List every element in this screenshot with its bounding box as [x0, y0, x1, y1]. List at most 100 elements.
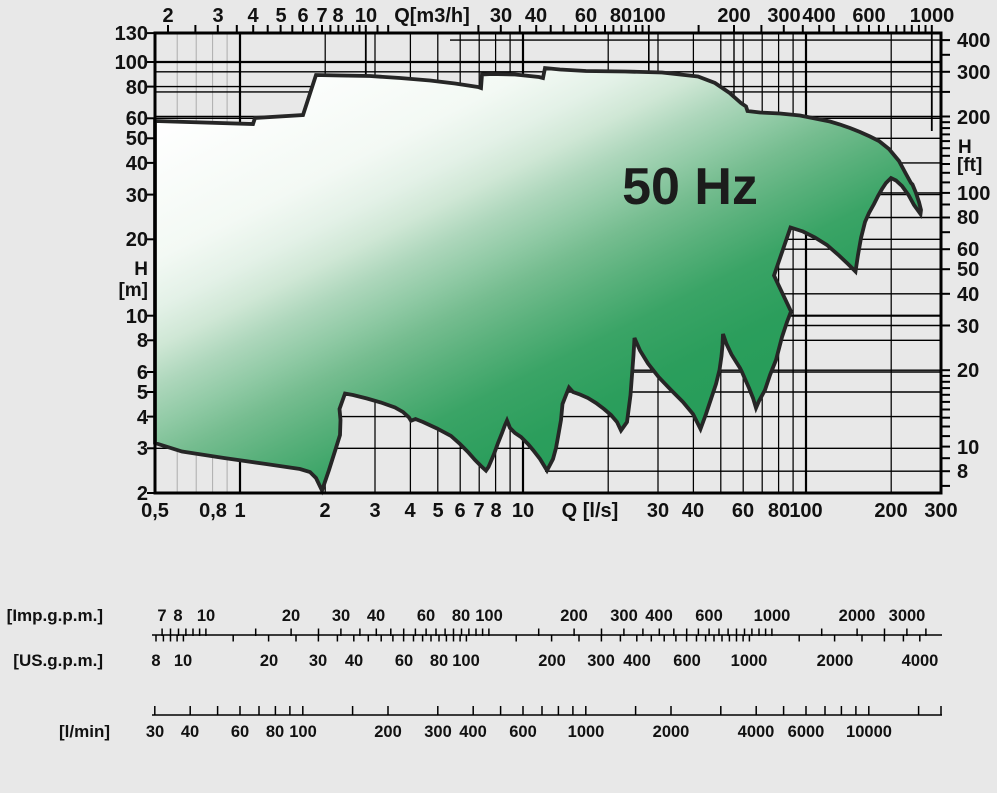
svg-text:20: 20	[957, 360, 979, 382]
svg-text:H: H	[134, 259, 148, 280]
svg-text:8: 8	[332, 5, 343, 27]
svg-text:300: 300	[587, 652, 615, 670]
svg-text:2000: 2000	[817, 652, 854, 670]
svg-text:8: 8	[137, 330, 148, 352]
svg-text:300: 300	[924, 500, 957, 522]
svg-text:5: 5	[137, 382, 148, 404]
svg-text:80: 80	[768, 500, 790, 522]
svg-text:7: 7	[157, 607, 166, 625]
svg-text:10: 10	[355, 5, 377, 27]
svg-text:0,8: 0,8	[199, 500, 227, 522]
svg-text:40: 40	[682, 500, 704, 522]
svg-text:10: 10	[512, 500, 534, 522]
svg-text:40: 40	[525, 5, 547, 27]
svg-text:80: 80	[610, 5, 632, 27]
svg-text:4: 4	[404, 500, 416, 522]
svg-text:600: 600	[852, 5, 885, 27]
svg-text:60: 60	[126, 108, 148, 130]
svg-text:40: 40	[181, 723, 199, 741]
svg-text:400: 400	[802, 5, 835, 27]
svg-text:50: 50	[126, 128, 148, 150]
svg-text:2: 2	[162, 5, 173, 27]
svg-text:4: 4	[247, 5, 259, 27]
svg-text:6: 6	[137, 362, 148, 384]
svg-text:200: 200	[717, 5, 750, 27]
svg-text:10: 10	[126, 306, 148, 328]
svg-text:300: 300	[424, 723, 452, 741]
svg-text:200: 200	[374, 723, 402, 741]
svg-text:[m]: [m]	[118, 280, 148, 301]
svg-text:60: 60	[732, 500, 754, 522]
svg-text:60: 60	[395, 652, 413, 670]
svg-text:8: 8	[173, 607, 182, 625]
svg-text:200: 200	[538, 652, 566, 670]
svg-text:[US.g.p.m.]: [US.g.p.m.]	[13, 651, 103, 670]
svg-text:60: 60	[231, 723, 249, 741]
svg-text:30: 30	[957, 316, 979, 338]
svg-text:Q[m3/h]: Q[m3/h]	[394, 5, 470, 27]
svg-text:6000: 6000	[788, 723, 825, 741]
svg-text:3000: 3000	[889, 607, 926, 625]
svg-text:5: 5	[432, 500, 443, 522]
svg-text:100: 100	[452, 652, 480, 670]
svg-text:30: 30	[490, 5, 512, 27]
svg-text:8: 8	[957, 461, 968, 483]
svg-text:100: 100	[789, 500, 822, 522]
svg-text:400: 400	[957, 30, 990, 52]
svg-text:20: 20	[260, 652, 278, 670]
svg-text:2000: 2000	[839, 607, 876, 625]
svg-text:1: 1	[234, 500, 245, 522]
svg-text:3: 3	[369, 500, 380, 522]
svg-text:[ft]: [ft]	[957, 155, 982, 176]
svg-text:100: 100	[289, 723, 317, 741]
svg-text:1000: 1000	[731, 652, 768, 670]
svg-text:7: 7	[473, 500, 484, 522]
svg-text:100: 100	[475, 607, 503, 625]
svg-text:8: 8	[151, 652, 160, 670]
svg-text:60: 60	[957, 239, 979, 261]
svg-text:80: 80	[430, 652, 448, 670]
svg-text:6: 6	[454, 500, 465, 522]
svg-text:50 Hz: 50 Hz	[622, 158, 758, 216]
svg-text:Q [l/s]: Q [l/s]	[562, 500, 619, 522]
svg-text:3: 3	[137, 438, 148, 460]
svg-text:80: 80	[957, 207, 979, 229]
svg-text:30: 30	[309, 652, 327, 670]
svg-text:4000: 4000	[738, 723, 775, 741]
svg-text:50: 50	[957, 259, 979, 281]
svg-text:400: 400	[459, 723, 487, 741]
svg-text:600: 600	[695, 607, 723, 625]
svg-text:1000: 1000	[910, 5, 955, 27]
svg-text:100: 100	[957, 183, 990, 205]
svg-text:3: 3	[212, 5, 223, 27]
svg-text:10: 10	[174, 652, 192, 670]
svg-text:130: 130	[115, 23, 148, 45]
svg-text:20: 20	[126, 229, 148, 251]
svg-text:10: 10	[957, 437, 979, 459]
svg-text:4000: 4000	[902, 652, 939, 670]
svg-text:[l/min]: [l/min]	[59, 722, 110, 741]
svg-text:80: 80	[126, 77, 148, 99]
svg-text:30: 30	[647, 500, 669, 522]
svg-text:[Imp.g.p.m.]: [Imp.g.p.m.]	[7, 606, 103, 625]
svg-text:10000: 10000	[846, 723, 892, 741]
svg-text:40: 40	[957, 284, 979, 306]
svg-text:2: 2	[319, 500, 330, 522]
svg-text:300: 300	[767, 5, 800, 27]
svg-text:8: 8	[490, 500, 501, 522]
svg-text:10: 10	[197, 607, 215, 625]
svg-text:100: 100	[632, 5, 665, 27]
svg-text:5: 5	[275, 5, 286, 27]
svg-text:60: 60	[575, 5, 597, 27]
svg-text:400: 400	[623, 652, 651, 670]
svg-text:300: 300	[610, 607, 638, 625]
svg-text:2: 2	[137, 483, 148, 505]
svg-text:30: 30	[332, 607, 350, 625]
svg-text:30: 30	[126, 185, 148, 207]
svg-text:6: 6	[297, 5, 308, 27]
svg-text:20: 20	[282, 607, 300, 625]
svg-text:400: 400	[645, 607, 673, 625]
svg-text:80: 80	[266, 723, 284, 741]
svg-text:1000: 1000	[568, 723, 605, 741]
svg-text:200: 200	[560, 607, 588, 625]
